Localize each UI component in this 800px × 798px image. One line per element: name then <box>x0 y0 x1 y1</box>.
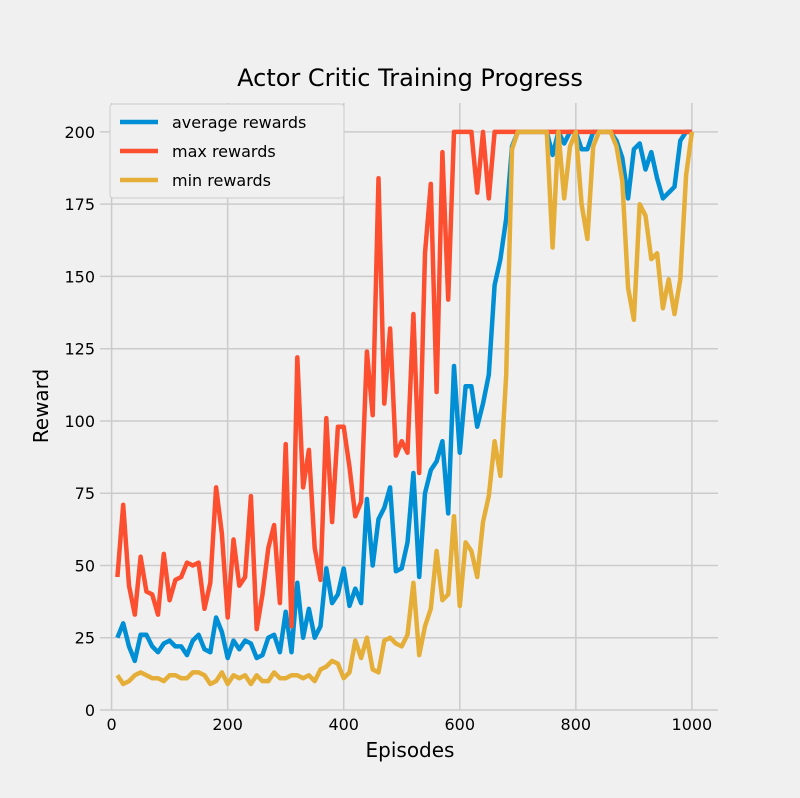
y-tick-label: 200 <box>64 123 95 142</box>
chart-title: Actor Critic Training Progress <box>237 64 583 92</box>
y-tick-label: 100 <box>64 412 95 431</box>
legend-label: average rewards <box>172 113 306 132</box>
y-tick-label: 125 <box>64 340 95 359</box>
y-axis-label: Reward <box>29 369 53 443</box>
legend-label: min rewards <box>172 171 271 190</box>
y-tick-label: 50 <box>75 556 95 575</box>
y-tick-label: 175 <box>64 195 95 214</box>
x-tick-label: 1000 <box>672 715 713 734</box>
y-tick-label: 25 <box>75 629 95 648</box>
series-line-max-rewards <box>115 129 692 632</box>
y-tick-label: 75 <box>75 484 95 503</box>
legend-label: max rewards <box>172 142 276 161</box>
legend: average rewards max rewards min rewards <box>109 103 345 199</box>
series-layer <box>115 129 695 687</box>
tick-labels: 0 200 400 600 800 1000 0 25 50 75 100 125 150 175 200 <box>64 123 712 734</box>
x-tick-label: 600 <box>445 715 476 734</box>
y-tick-label: 0 <box>85 701 95 720</box>
x-tick-label: 400 <box>328 715 359 734</box>
x-tick-label: 200 <box>212 715 243 734</box>
x-tick-label: 0 <box>107 715 117 734</box>
x-axis-label: Episodes <box>366 738 455 762</box>
x-tick-label: 800 <box>561 715 592 734</box>
legend-box <box>109 103 345 199</box>
series-line-min-rewards <box>115 129 695 687</box>
y-tick-label: 150 <box>64 267 95 286</box>
